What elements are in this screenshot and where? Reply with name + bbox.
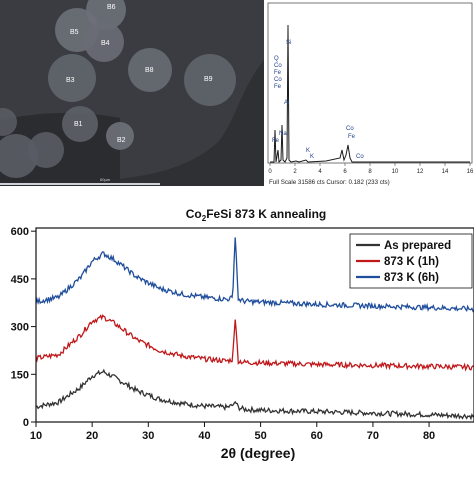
eds-peak-label: Co [274,63,282,69]
legend: As prepared 873 K (1h) 873 K (6h) [349,233,473,289]
eds-peak-label: Co [274,77,282,83]
eds-tick-label: 4 [318,169,322,175]
eds-tick-label: 14 [442,169,449,175]
y-tick-label: 600 [11,226,29,238]
eds-peak-si: Si [286,40,291,46]
series-line-2 [35,237,474,313]
eds-peak-label: Q [274,56,279,62]
xrd-chart: Co2FeSi 873 K annealing 10 20 30 40 50 60 70 80… [0,196,474,474]
xrd-plot: Co2FeSi 873 K annealing 10 20 30 40 50 60 70 80… [11,207,474,461]
eds-tick-label: 10 [392,169,399,175]
y-tick-label: 150 [11,369,29,381]
sem-label-b6: B6 [107,4,116,11]
eds-peak-co: Co [356,154,364,160]
eds-peak-label: Fe [274,70,282,76]
eds-peak-al: Al [284,100,289,106]
eds-plot: Si Q Co Fe Co Fe Al Na Fe K K Co Fe Co 0… [267,2,474,186]
series-lines [35,237,474,421]
eds-peak-k: K [310,154,314,160]
x-tick-label: 80 [423,430,435,442]
y-tick-label: 300 [11,322,29,334]
sem-label-b8: B8 [145,67,154,74]
x-axis-ticks: 10 20 30 40 50 60 70 80 [30,422,435,442]
eds-x-ticks: 0 2 4 6 8 10 12 14 16 [268,163,474,175]
y-tick-label: 450 [11,274,29,286]
sem-micrograph: B5 B6 B4 B3 B8 B9 B1 B2 60µm [0,0,264,186]
eds-peak-fe: Fe [272,138,280,144]
legend-label-2: 873 K (6h) [384,272,439,284]
eds-tick-label: 2 [293,169,297,175]
x-tick-label: 60 [311,430,323,442]
eds-tick-label: 16 [467,169,474,175]
chart-title: Co2FeSi 873 K annealing [186,207,327,223]
series-line-1 [35,314,474,372]
sem-scale-bar-label: 60µm [100,177,111,182]
sem-label-b1: B1 [74,121,83,128]
sem-label-b4: B4 [101,40,110,47]
legend-label-0: As prepared [384,240,451,252]
x-tick-label: 20 [86,430,98,442]
x-tick-label: 70 [367,430,379,442]
x-tick-label: 50 [254,430,266,442]
sem-label-b3: B3 [66,77,75,84]
eds-peak-fe: Fe [348,134,356,140]
eds-peak-na: Na [279,131,287,137]
eds-tick-label: 0 [268,169,272,175]
eds-tick-label: 8 [368,169,372,175]
y-tick-label: 0 [23,417,29,429]
sem-label-b9: B9 [204,76,213,83]
plot-frame [35,227,474,423]
sem-label-b5: B5 [70,29,79,36]
eds-peak-co: Co [346,126,354,132]
x-axis-label: 2θ (degree) [221,445,295,461]
eds-tick-label: 12 [417,169,424,175]
x-tick-label: 10 [30,430,42,442]
x-tick-label: 30 [142,430,154,442]
sem-label-b2: B2 [117,137,126,144]
eds-spectrum: Si Q Co Fe Co Fe Al Na Fe K K Co Fe Co 0… [266,0,474,186]
eds-tick-label: 6 [343,169,347,175]
eds-peak-label: Fe [274,84,282,90]
legend-label-1: 873 K (1h) [384,256,439,268]
eds-peak-k: K [306,148,310,154]
x-tick-label: 40 [198,430,210,442]
y-axis-ticks: 0 150 300 450 600 [11,226,36,429]
sem-image: B5 B6 B4 B3 B8 B9 B1 B2 60µm [0,0,264,186]
series-line-0 [35,368,474,421]
eds-status: Full Scale 31586 cts Cursor: 0.182 (233 … [269,179,390,186]
